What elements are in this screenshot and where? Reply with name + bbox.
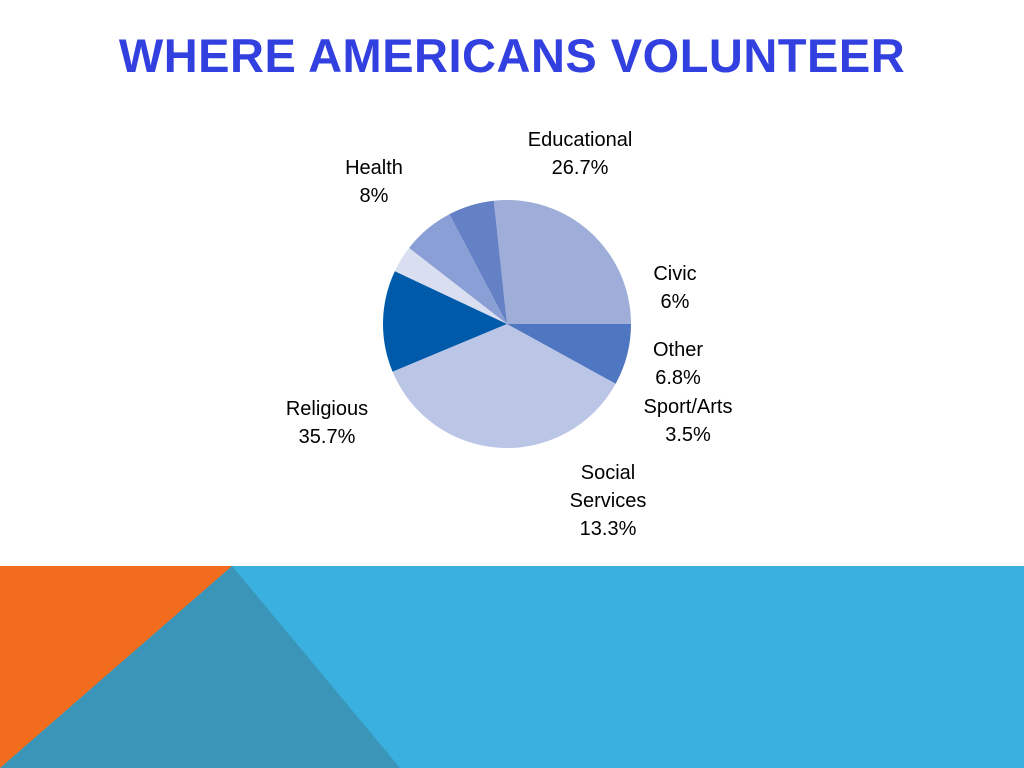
slice-label-religious: Religious [286, 398, 368, 420]
pie-slice-health [507, 324, 631, 384]
slice-value-label-health: 8% [360, 185, 389, 207]
pie-slice-social-services [382, 271, 507, 372]
slice-value-label-civic: 6% [661, 291, 690, 313]
slice-label-other: Other [653, 339, 703, 361]
footer-decoration [0, 566, 1024, 768]
pie-slice-educational [493, 200, 631, 324]
slice-value-label-religious: 35.7% [299, 426, 356, 448]
pie-chart: Educational 26.7% Civic 6% Other 6.8% Sport/Ar… [286, 129, 733, 540]
slice-value-label-social-services: 13.3% [580, 518, 637, 540]
slice-label-social-services: Services [570, 490, 647, 512]
pie-labels: Educational 26.7% Civic 6% Other 6.8% Sport/Ar… [286, 129, 733, 540]
slice-label-civic: Civic [653, 263, 696, 285]
slice-label-social-services: Social [581, 462, 635, 484]
pie-slice-sport-arts [394, 248, 507, 324]
slice-label-sport-arts: Sport/Arts [644, 396, 733, 418]
pie-slice-religious [392, 324, 616, 448]
slice-value-label-other: 6.8% [655, 367, 701, 389]
footer-orange-triangle [0, 566, 232, 768]
pie-slices [382, 200, 631, 448]
pie-slice-civic [449, 200, 507, 324]
slice-label-health: Health [345, 157, 403, 179]
slide-title: WHERE AMERICANS VOLUNTEER [118, 29, 906, 82]
slice-label-educational: Educational [528, 129, 633, 151]
slice-value-label-sport-arts: 3.5% [665, 424, 711, 446]
slice-value-label-educational: 26.7% [552, 157, 609, 179]
footer-teal-triangle [0, 566, 400, 768]
pie-slice-other [409, 214, 507, 324]
